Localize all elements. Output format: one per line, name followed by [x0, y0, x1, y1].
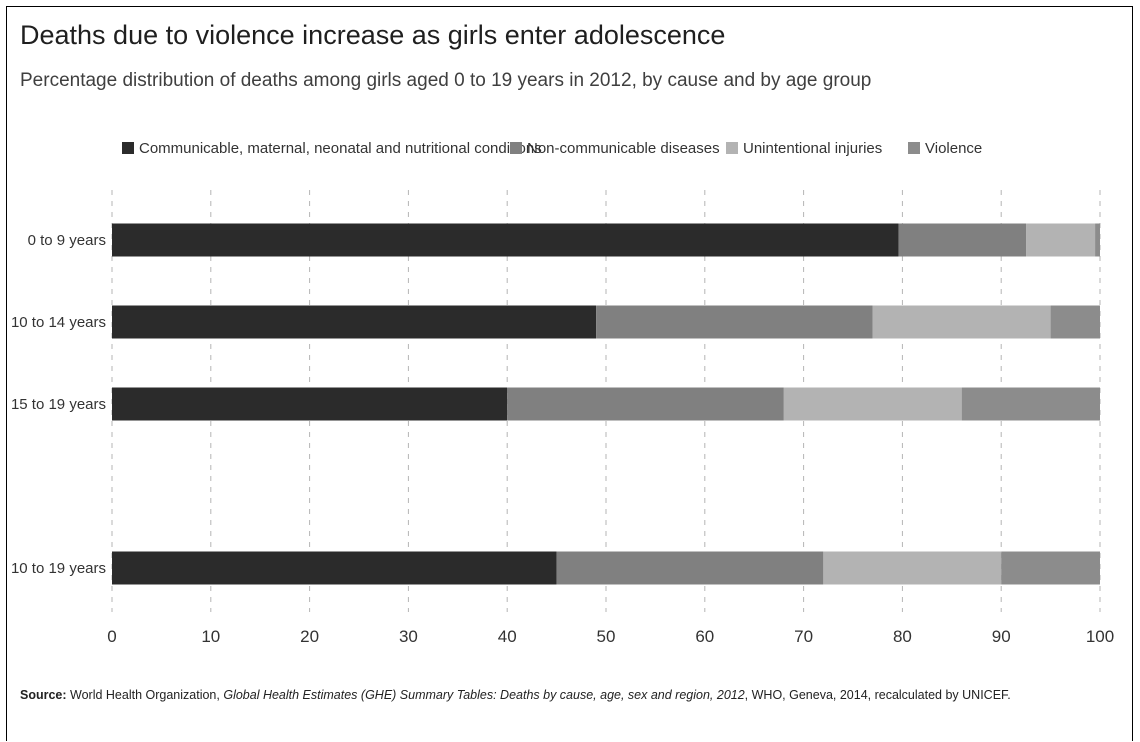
- x-tick-label-100: 100: [1086, 627, 1114, 646]
- x-tick-label-30: 30: [399, 627, 418, 646]
- bar-15-to-19-years-unintentional-injuries: [783, 387, 962, 421]
- source-text-1: World Health Organization,: [66, 688, 224, 702]
- bar-rows: [112, 223, 1100, 585]
- bar-10-to-19-years-communicable-maternal-neonatal-and-nutritional-conditions: [112, 551, 557, 585]
- bar-0-to-9-years-unintentional-injuries: [1026, 223, 1096, 257]
- row-label-10-to-19-years: 10 to 19 years: [11, 560, 106, 577]
- legend: Communicable, maternal, neonatal and nut…: [122, 140, 982, 157]
- bar-10-to-19-years-unintentional-injuries: [823, 551, 1002, 585]
- row-label-0-to-9-years: 0 to 9 years: [28, 232, 106, 249]
- x-tick-label-60: 60: [695, 627, 714, 646]
- chart-frame: [6, 6, 1133, 741]
- bar-15-to-19-years-violence: [961, 387, 1100, 421]
- bar-15-to-19-years-non-communicable-diseases: [507, 387, 784, 421]
- x-tick-label-0: 0: [107, 627, 116, 646]
- row-labels: 0 to 9 years 10 to 14 years 15 to 19 years…: [11, 232, 106, 577]
- chart-subtitle: Percentage distribution of deaths among …: [20, 70, 872, 91]
- bar-10-to-14-years-communicable-maternal-neonatal-and-nutritional-conditions: [112, 305, 597, 339]
- bar-0-to-9-years-communicable-maternal-neonatal-and-nutritional-conditions: [112, 223, 899, 257]
- legend-label-unintentional-injuries: Unintentional injuries: [743, 140, 882, 157]
- x-tick-label-20: 20: [300, 627, 319, 646]
- source-note: Source: World Health Organization, Globa…: [20, 688, 1011, 702]
- bar-0-to-9-years-non-communicable-diseases: [898, 223, 1027, 257]
- bar-10-to-14-years-violence: [1050, 305, 1100, 339]
- chart-title: Deaths due to violence increase as girls…: [20, 20, 726, 50]
- bar-10-to-19-years-non-communicable-diseases: [556, 551, 824, 585]
- legend-label-violence: Violence: [925, 140, 982, 157]
- row-label-15-to-19-years: 15 to 19 years: [11, 396, 106, 413]
- x-tick-label-40: 40: [498, 627, 517, 646]
- source-title: Global Health Estimates (GHE) Summary Ta…: [223, 688, 745, 702]
- legend-swatch-communicable-maternal-neonatal-and-nutritional-conditions: [122, 142, 134, 154]
- x-tick-label-70: 70: [794, 627, 813, 646]
- source-label: Source:: [20, 688, 67, 702]
- bar-10-to-14-years-non-communicable-diseases: [596, 305, 873, 339]
- legend-swatch-violence: [908, 142, 920, 154]
- x-tick-label-90: 90: [992, 627, 1011, 646]
- legend-label-non-communicable-diseases: Non-communicable diseases: [527, 140, 720, 157]
- legend-swatch-non-communicable-diseases: [510, 142, 522, 154]
- x-tick-label-50: 50: [597, 627, 616, 646]
- x-tick-label-80: 80: [893, 627, 912, 646]
- legend-label-communicable-maternal-neonatal-and-nutritional-conditions: Communicable, maternal, neonatal and nut…: [139, 140, 542, 157]
- legend-swatch-unintentional-injuries: [726, 142, 738, 154]
- x-tick-label-10: 10: [201, 627, 220, 646]
- bar-10-to-14-years-unintentional-injuries: [872, 305, 1051, 339]
- bar-10-to-19-years-violence: [1001, 551, 1100, 585]
- bar-15-to-19-years-communicable-maternal-neonatal-and-nutritional-conditions: [112, 387, 508, 421]
- bar-0-to-9-years-violence: [1095, 223, 1100, 257]
- row-label-10-to-14-years: 10 to 14 years: [11, 314, 106, 331]
- x-axis-ticks: 0 10 20 30 40 50 60 70 80 90 100: [107, 627, 1114, 646]
- source-text-2: , WHO, Geneva, 2014, recalculated by UNI…: [744, 688, 1011, 702]
